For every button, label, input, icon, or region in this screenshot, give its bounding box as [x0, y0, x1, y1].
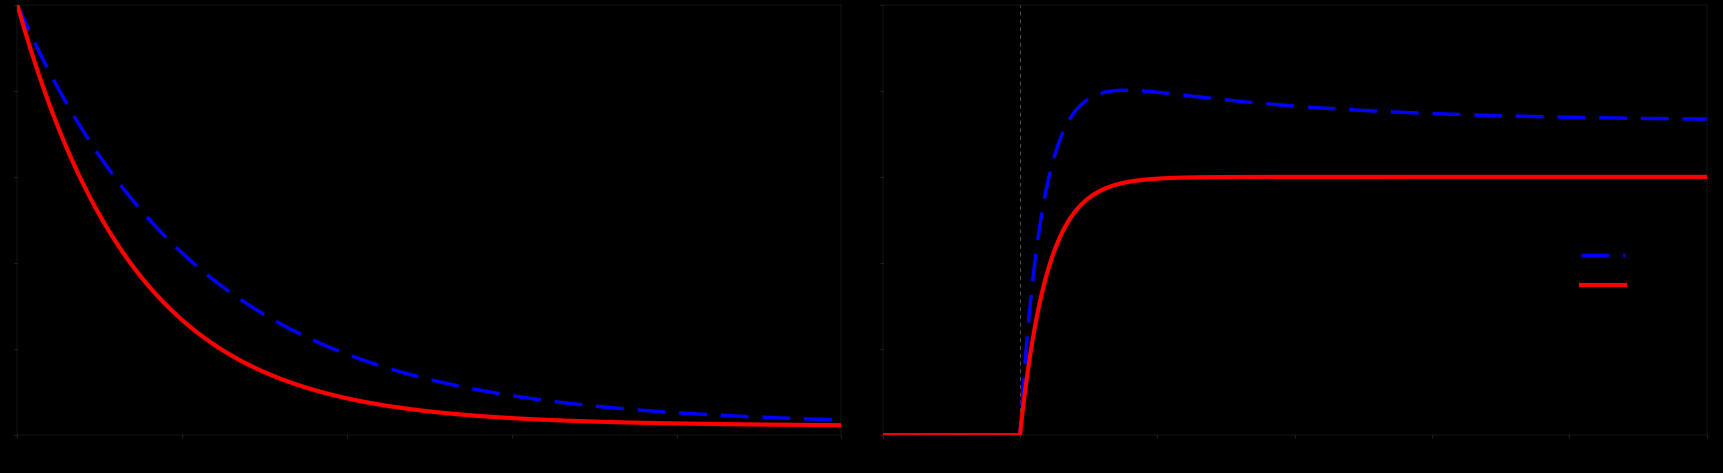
Legend: , : , [1568, 236, 1645, 307]
